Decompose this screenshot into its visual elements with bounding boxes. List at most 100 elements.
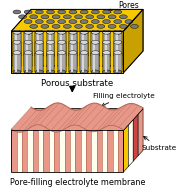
Ellipse shape [108, 25, 116, 28]
Ellipse shape [63, 15, 71, 19]
Polygon shape [123, 9, 143, 73]
Bar [49, 53, 51, 72]
Bar [37, 32, 39, 56]
Ellipse shape [80, 40, 88, 44]
Bar [103, 32, 111, 66]
Bar [24, 32, 32, 66]
Bar [26, 32, 28, 56]
Bar [69, 53, 77, 72]
Bar [105, 32, 107, 66]
Bar [49, 130, 54, 172]
Ellipse shape [24, 54, 32, 58]
Ellipse shape [69, 10, 77, 14]
Bar [60, 32, 62, 66]
Bar [93, 32, 95, 56]
Bar [103, 53, 111, 72]
Ellipse shape [86, 15, 94, 19]
Bar [24, 53, 32, 72]
Ellipse shape [58, 51, 66, 55]
Polygon shape [133, 114, 138, 161]
Ellipse shape [108, 15, 116, 19]
Ellipse shape [58, 54, 66, 58]
Ellipse shape [30, 15, 38, 19]
Bar [93, 42, 95, 72]
Bar [60, 42, 62, 72]
Bar [13, 32, 21, 56]
Bar [35, 32, 43, 66]
Ellipse shape [114, 70, 122, 74]
Bar [47, 32, 55, 66]
Ellipse shape [30, 25, 38, 28]
Polygon shape [128, 119, 133, 167]
Ellipse shape [58, 20, 66, 24]
Ellipse shape [24, 20, 32, 24]
Ellipse shape [114, 10, 122, 14]
Bar [82, 42, 84, 72]
Ellipse shape [119, 15, 127, 19]
Ellipse shape [80, 10, 88, 14]
Ellipse shape [91, 70, 99, 74]
Bar [116, 32, 118, 66]
Ellipse shape [41, 15, 49, 19]
Bar [47, 32, 55, 56]
Ellipse shape [103, 30, 111, 34]
Bar [15, 42, 17, 72]
Ellipse shape [35, 54, 43, 58]
Bar [49, 32, 51, 66]
Ellipse shape [47, 10, 55, 14]
Ellipse shape [80, 20, 88, 24]
Bar [71, 32, 73, 66]
Bar [102, 130, 107, 172]
Bar [35, 42, 43, 72]
Ellipse shape [69, 30, 77, 34]
Polygon shape [11, 130, 123, 172]
Bar [114, 53, 122, 72]
Ellipse shape [103, 70, 111, 74]
Ellipse shape [69, 51, 77, 55]
Bar [93, 32, 95, 66]
Ellipse shape [86, 25, 94, 28]
Ellipse shape [13, 30, 21, 34]
Bar [71, 42, 73, 72]
Ellipse shape [24, 70, 32, 74]
Bar [116, 42, 118, 72]
Ellipse shape [114, 30, 122, 34]
Ellipse shape [114, 51, 122, 55]
Bar [37, 42, 39, 72]
Ellipse shape [13, 70, 21, 74]
Ellipse shape [13, 10, 21, 14]
Ellipse shape [47, 51, 55, 55]
Ellipse shape [58, 70, 66, 74]
Ellipse shape [75, 25, 82, 28]
Bar [80, 32, 88, 66]
Text: Pore-filling electrolyte membrane: Pore-filling electrolyte membrane [10, 178, 145, 187]
Ellipse shape [58, 70, 66, 74]
Ellipse shape [13, 54, 21, 58]
Ellipse shape [91, 30, 99, 34]
Bar [91, 130, 97, 172]
Bar [113, 130, 118, 172]
Bar [116, 53, 118, 72]
Ellipse shape [47, 30, 55, 34]
Ellipse shape [91, 64, 99, 68]
Bar [26, 42, 28, 72]
Bar [26, 32, 28, 66]
Ellipse shape [91, 54, 99, 58]
Ellipse shape [47, 20, 54, 24]
Bar [105, 42, 107, 72]
Ellipse shape [24, 51, 32, 55]
Bar [81, 130, 86, 172]
Ellipse shape [13, 64, 21, 68]
Bar [93, 53, 95, 72]
Ellipse shape [125, 20, 133, 24]
Ellipse shape [80, 54, 88, 58]
Ellipse shape [58, 64, 66, 68]
Ellipse shape [35, 64, 43, 68]
Bar [58, 32, 66, 56]
Bar [80, 42, 88, 72]
Ellipse shape [103, 30, 111, 34]
Ellipse shape [58, 10, 66, 14]
Bar [35, 32, 43, 56]
Ellipse shape [103, 64, 111, 68]
Ellipse shape [47, 30, 55, 34]
